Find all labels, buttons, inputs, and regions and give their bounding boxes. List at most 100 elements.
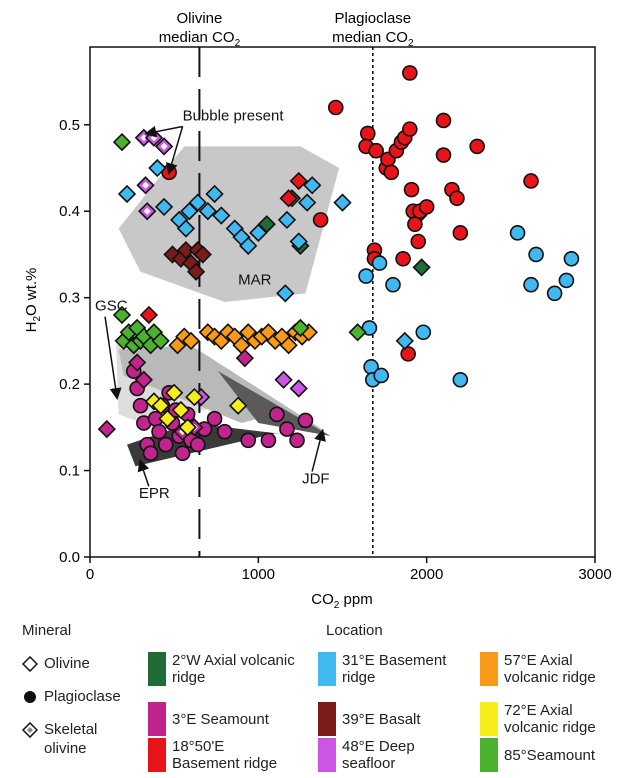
chart-annotations: Bubble present MAR GSC EPR JDF [95,107,330,502]
data-point [402,65,418,81]
data-point [132,397,149,414]
data-point [185,387,204,407]
data-point [157,436,174,453]
legend-swatch [148,738,166,772]
data-point [154,197,174,217]
data-point [333,193,352,212]
legend-location-label: 18°50'E Basement ridge [172,738,278,772]
data-point [327,99,344,116]
data-point [279,421,295,437]
scatter-chart: Olivine median CO2 Plagioclase median CO2 B… [23,10,612,611]
data-point [158,409,177,428]
data-point [449,190,465,207]
data-point [418,199,435,215]
data-point [348,323,367,342]
annotation-epr: EPR [139,485,170,502]
legend-swatch [480,738,498,772]
y-tick-label: 0.5 [59,117,80,134]
data-point [148,158,167,178]
data-point [178,418,197,437]
data-point [151,423,167,440]
data-point [289,171,308,191]
x-tick-label: 0 [86,566,94,583]
plagioclase-symbol-icon [24,691,36,703]
legend-mineral-title: Mineral [22,622,72,639]
data-point [165,383,184,402]
data-point [216,423,233,440]
x-tick-label: 1000 [242,566,275,583]
data-point [188,193,207,212]
data-point [212,206,231,225]
data-point [171,400,191,420]
annotation-arrow [144,125,183,138]
data-point [176,219,196,238]
x-axis-ticks: 0 1000 2000 3000 [86,557,612,583]
y-tick-label: 0.0 [59,549,80,566]
data-point [174,445,191,462]
data-point [289,432,305,449]
annotation-arrow [104,316,122,401]
legend-location-label: 85°Seamount [504,747,596,764]
annotation-arrow [137,459,150,487]
data-point [289,232,308,251]
data-point [291,318,310,338]
data-point [229,396,248,415]
y-tick-label: 0.4 [59,203,80,220]
data-point [402,121,418,137]
data-point [269,406,285,423]
data-point [546,285,563,302]
annotation-jdf: JDF [302,471,330,488]
data-point [395,250,411,267]
legend-location-label: 2°W Axial volcanic ridge [172,652,295,686]
skeletal-olivine-symbol-icon [22,722,38,738]
data-point [407,216,423,233]
data-point [359,125,376,142]
annotation-arrow [311,428,326,472]
data-point [279,189,298,208]
data-point [385,276,401,293]
legend-swatch [148,702,166,736]
data-point [239,236,258,255]
median-label-line2: median CO2 [159,29,241,49]
data-point [274,370,293,389]
legend-location-label: 48°E Deep seafloor [342,738,415,772]
data-point [189,436,206,453]
data-point [276,284,295,303]
data-point [163,245,182,264]
data-point-core [143,207,151,215]
data-point [563,250,580,267]
data-point [452,371,469,388]
legend-mineral-label: Plagioclase [44,688,121,705]
legend-swatch [480,652,498,686]
data-point [235,349,254,368]
data-point [303,176,322,195]
legend-location-label: 39°E Basalt [342,711,421,728]
legend-swatch [148,652,166,686]
legend-location-label: 57°E Axial volcanic ridge [504,652,596,686]
legend-mineral-label: Skeletal olivine [44,721,98,757]
legend-swatch [480,702,498,736]
data-points [97,65,580,462]
median-label-line1: Olivine [176,10,222,27]
data-point [469,138,485,155]
data-point [297,412,314,429]
data-point [289,379,308,398]
y-axis-label: H2O wt.% [23,268,43,333]
data-point [373,367,390,384]
data-point [134,370,153,389]
data-point-core [160,142,168,150]
data-point [151,396,170,415]
y-tick-label: 0.1 [59,463,80,480]
data-point [112,132,132,152]
legend: Mineral Location Olivine Plagioclase Ske… [0,618,626,778]
data-point [298,193,317,212]
data-point [186,262,206,281]
median-lines: Olivine median CO2 Plagioclase median CO2 [159,10,414,557]
y-tick-label: 0.3 [59,290,80,307]
data-point [277,210,297,230]
data-point [249,223,268,242]
data-point [400,346,416,362]
data-point [206,410,223,427]
data-point [435,147,452,163]
legend-location-title: Location [326,622,383,639]
